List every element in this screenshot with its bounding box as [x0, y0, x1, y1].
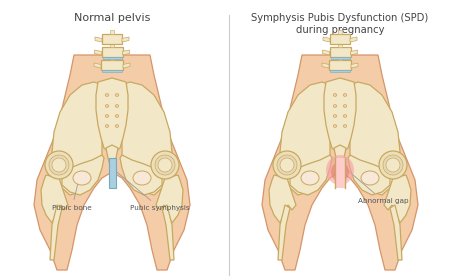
Ellipse shape — [301, 171, 319, 185]
Polygon shape — [338, 30, 342, 34]
Polygon shape — [156, 175, 183, 223]
Polygon shape — [350, 50, 358, 55]
Polygon shape — [322, 63, 329, 68]
Ellipse shape — [115, 115, 119, 117]
Ellipse shape — [343, 105, 347, 108]
Ellipse shape — [333, 115, 337, 117]
Polygon shape — [122, 37, 129, 42]
Circle shape — [273, 151, 301, 179]
Circle shape — [383, 155, 403, 175]
Polygon shape — [110, 56, 114, 60]
Polygon shape — [162, 205, 174, 260]
Polygon shape — [269, 175, 296, 223]
Ellipse shape — [115, 94, 119, 96]
Polygon shape — [348, 155, 390, 195]
Circle shape — [379, 151, 407, 179]
Ellipse shape — [115, 105, 119, 108]
Polygon shape — [122, 50, 130, 55]
Circle shape — [45, 151, 73, 179]
Polygon shape — [384, 175, 411, 223]
Ellipse shape — [326, 155, 354, 185]
Polygon shape — [94, 63, 101, 68]
Polygon shape — [94, 50, 102, 55]
Polygon shape — [334, 145, 346, 168]
Polygon shape — [350, 37, 357, 42]
Ellipse shape — [343, 125, 347, 127]
Polygon shape — [102, 69, 122, 72]
Polygon shape — [34, 55, 190, 270]
Polygon shape — [50, 205, 62, 260]
Polygon shape — [120, 82, 172, 195]
Polygon shape — [351, 63, 358, 68]
Ellipse shape — [361, 171, 379, 185]
Polygon shape — [280, 82, 332, 195]
Polygon shape — [95, 37, 102, 42]
Polygon shape — [324, 78, 356, 155]
Text: Pubic symphysis: Pubic symphysis — [114, 170, 190, 211]
Polygon shape — [52, 82, 104, 195]
Ellipse shape — [333, 125, 337, 127]
Polygon shape — [331, 57, 349, 59]
Ellipse shape — [333, 105, 337, 108]
Polygon shape — [390, 205, 402, 260]
Polygon shape — [120, 155, 162, 195]
Ellipse shape — [133, 171, 151, 185]
Polygon shape — [62, 155, 104, 195]
Polygon shape — [278, 205, 290, 260]
Ellipse shape — [115, 125, 119, 127]
Polygon shape — [323, 37, 330, 42]
Polygon shape — [338, 56, 342, 60]
Ellipse shape — [105, 125, 109, 127]
Polygon shape — [329, 47, 350, 57]
Polygon shape — [330, 69, 350, 72]
Text: Abnormal gap: Abnormal gap — [347, 170, 409, 204]
Circle shape — [155, 155, 175, 175]
Ellipse shape — [343, 94, 347, 96]
Polygon shape — [109, 158, 115, 188]
Polygon shape — [338, 43, 342, 47]
Polygon shape — [110, 30, 114, 34]
Circle shape — [280, 158, 294, 172]
Polygon shape — [102, 34, 122, 44]
Polygon shape — [123, 63, 130, 68]
Circle shape — [386, 158, 400, 172]
Polygon shape — [103, 57, 121, 59]
Ellipse shape — [105, 105, 109, 108]
Polygon shape — [101, 60, 123, 70]
Polygon shape — [348, 82, 400, 195]
Polygon shape — [110, 43, 114, 47]
Polygon shape — [330, 34, 350, 44]
Ellipse shape — [105, 115, 109, 117]
Ellipse shape — [105, 94, 109, 96]
Text: Symphysis Pubis Dysfunction (SPD)
during pregnancy: Symphysis Pubis Dysfunction (SPD) during… — [251, 13, 429, 35]
Polygon shape — [262, 55, 418, 270]
Circle shape — [49, 155, 69, 175]
Circle shape — [277, 155, 297, 175]
Polygon shape — [322, 50, 329, 55]
Ellipse shape — [331, 162, 349, 182]
Text: Pubic bone: Pubic bone — [52, 178, 92, 211]
Circle shape — [52, 158, 66, 172]
Polygon shape — [335, 158, 345, 188]
Polygon shape — [102, 47, 122, 57]
Ellipse shape — [343, 115, 347, 117]
Polygon shape — [41, 175, 68, 223]
Circle shape — [151, 151, 179, 179]
Text: Normal pelvis: Normal pelvis — [74, 13, 150, 23]
Circle shape — [158, 158, 172, 172]
Ellipse shape — [73, 171, 91, 185]
Ellipse shape — [333, 94, 337, 96]
Polygon shape — [329, 60, 351, 70]
Polygon shape — [106, 145, 118, 168]
Polygon shape — [290, 155, 332, 195]
Polygon shape — [96, 78, 128, 155]
